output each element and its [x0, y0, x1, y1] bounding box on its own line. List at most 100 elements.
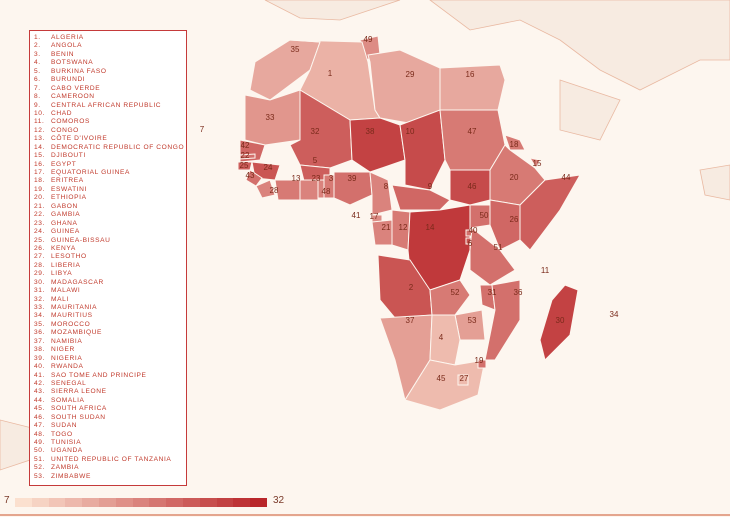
legend-item: 9. Central African Republic	[34, 102, 186, 110]
scale-step	[115, 498, 133, 507]
legend-item-number: 48.	[34, 430, 45, 438]
region-number: 31	[488, 288, 497, 297]
legend-item-label: Zimbabwe	[51, 472, 91, 480]
region-number: 2	[409, 283, 414, 292]
legend-item: 47. Sudan	[34, 422, 186, 430]
legend-item: 49. Tunisia	[34, 439, 186, 447]
legend-item-label: Burkina Faso	[51, 67, 107, 75]
legend-item: 48. Togo	[34, 431, 186, 439]
legend-item: 27. Lesotho	[34, 253, 186, 261]
legend-item-number: 22.	[34, 211, 45, 219]
legend-item-number: 9.	[34, 101, 41, 109]
country-region	[299, 179, 319, 201]
region-number: 10	[406, 127, 415, 136]
legend-item-number: 35.	[34, 320, 45, 328]
legend-item-label: Liberia	[51, 261, 81, 269]
legend-item-label: Congo	[51, 126, 79, 134]
region-number: 11	[541, 266, 550, 275]
legend-item-number: 31.	[34, 287, 45, 295]
region-number: 7	[200, 125, 205, 134]
legend-item-number: 23.	[34, 219, 45, 227]
country-region	[255, 179, 276, 199]
legend-item-label: Cabo Verde	[51, 84, 101, 92]
region-number: 18	[510, 140, 519, 149]
legend-item-label: Chad	[51, 109, 73, 117]
region-number: 1	[328, 69, 333, 78]
legend-item-number: 50.	[34, 447, 45, 455]
region-number: 27	[460, 374, 469, 383]
legend-item: 51. United Republic of Tanzania	[34, 456, 186, 464]
legend-item: 4. Botswana	[34, 59, 186, 67]
legend-item-label: Eritrea	[51, 177, 84, 185]
legend-item-number: 4.	[34, 59, 41, 67]
legend-item: 31. Malawi	[34, 287, 186, 295]
legend-item: 21. Gabon	[34, 203, 186, 211]
legend-item-number: 52.	[34, 464, 45, 472]
legend-item-label: Cameroon	[51, 93, 95, 101]
legend-item-label: Malawi	[51, 287, 81, 295]
country-region	[369, 171, 393, 216]
legend-item: 42. Senegal	[34, 380, 186, 388]
region-number: 45	[437, 374, 446, 383]
legend-item-number: 14.	[34, 143, 45, 151]
legend-item-number: 11.	[34, 118, 45, 126]
scale-step	[31, 498, 49, 507]
legend-item-label: Ghana	[51, 219, 78, 227]
region-number: 3	[329, 174, 334, 183]
region-number: 23	[312, 174, 321, 183]
legend-item-label: Tunisia	[51, 439, 82, 446]
legend-item-label: Niger	[51, 346, 75, 354]
legend-item-label: United Republic of Tanzania	[51, 455, 172, 463]
legend-item: 20. Ethiopia	[34, 194, 186, 202]
legend-item-label: Comoros	[51, 118, 91, 126]
legend-item-number: 15.	[34, 152, 45, 160]
region-number: 14	[426, 223, 435, 232]
region-number: 36	[514, 288, 523, 297]
legend-item-label: Guinea-Bissau	[51, 236, 111, 244]
legend-item-number: 28.	[34, 261, 45, 269]
legend-item-label: Benin	[51, 50, 75, 58]
legend-item-label: Algeria	[51, 34, 84, 41]
scale-min-label: 7	[4, 495, 10, 506]
region-number: 37	[406, 316, 415, 325]
legend-item-label: Botswana	[51, 59, 94, 67]
legend-item: 7. Cabo Verde	[34, 85, 186, 93]
country-region	[399, 109, 446, 191]
legend-item: 41. Sao Tome and Principe	[34, 372, 186, 380]
region-number: 16	[466, 70, 475, 79]
legend-item-label: Guinea	[51, 228, 80, 236]
legend-item-number: 29.	[34, 270, 45, 278]
legend-item-number: 47.	[34, 422, 45, 430]
legend-item: 1. Algeria	[34, 34, 186, 42]
region-number: 42	[241, 141, 250, 150]
legend-item-label: Zambia	[51, 464, 80, 472]
legend-item-label: Burundi	[51, 76, 86, 84]
country-region	[439, 64, 506, 111]
legend-item: 38. Niger	[34, 346, 186, 354]
legend-item-number: 5.	[34, 67, 41, 75]
region-number: 35	[291, 45, 300, 54]
legend-item-label: Nigeria	[51, 354, 83, 362]
country-region	[274, 179, 301, 201]
legend-item-number: 51.	[34, 455, 45, 463]
region-number: 51	[494, 243, 503, 252]
legend-item-label: Democratic Republic of Congo	[51, 143, 185, 151]
legend-item-label: Gabon	[51, 202, 78, 210]
region-number: 44	[562, 173, 571, 182]
legend-list: 1. Algeria 2. Angola 3. Benin 4. Botswana 5. Burk…	[34, 34, 186, 481]
legend-item-label: Sudan	[51, 422, 78, 430]
legend-item-number: 16.	[34, 160, 45, 168]
legend-item-label: Eswatini	[51, 185, 87, 193]
legend-item-number: 24.	[34, 228, 45, 236]
legend-item: 23. Ghana	[34, 220, 186, 228]
scale-step	[149, 498, 167, 507]
country-region	[489, 199, 521, 251]
region-number: 30	[556, 316, 565, 325]
legend-item: 13. Côte d'Ivoire	[34, 135, 186, 143]
legend-item-label: Lesotho	[51, 253, 87, 261]
country-region	[429, 314, 461, 366]
legend-item: 3. Benin	[34, 51, 186, 59]
legend-item-number: 46.	[34, 413, 45, 421]
legend-item: 18. Eritrea	[34, 177, 186, 185]
